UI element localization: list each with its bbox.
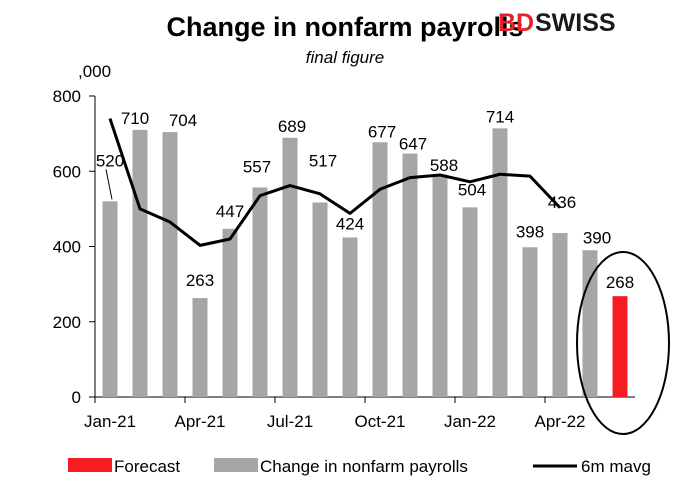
data-label: 517	[309, 151, 337, 170]
logo-swiss-text: SWISS	[535, 9, 616, 37]
data-label: 504	[458, 180, 486, 199]
forecast-highlight-circle	[576, 251, 670, 435]
data-label: 647	[399, 135, 427, 154]
y-tick-label: 400	[53, 238, 81, 257]
data-label: 710	[121, 109, 149, 128]
x-tick-label: Jul-21	[267, 412, 313, 431]
chart-subtitle: final figure	[306, 48, 384, 67]
legend: Forecast Change in nonfarm payrolls 6m mav…	[68, 457, 651, 476]
payroll-bar	[102, 201, 118, 397]
data-label-leader	[105, 169, 113, 200]
legend-label-mavg: 6m mavg	[581, 457, 651, 476]
bdswiss-logo: BD SWISS	[498, 9, 616, 37]
payroll-bar	[252, 187, 268, 397]
payroll-bar	[342, 237, 358, 397]
data-label: 436	[548, 193, 576, 212]
x-tick-label: Apr-21	[174, 412, 225, 431]
payroll-bar	[492, 128, 508, 398]
data-label: 714	[486, 107, 514, 126]
y-tick-label: 600	[53, 162, 81, 181]
payroll-bar	[372, 142, 388, 397]
payroll-bar	[222, 228, 238, 397]
payroll-bar	[552, 232, 568, 397]
data-label: 424	[336, 214, 364, 233]
x-tick-label: Oct-21	[354, 412, 405, 431]
y-tick-label: 0	[72, 388, 81, 407]
payroll-bar	[462, 207, 478, 397]
payroll-bar	[522, 247, 538, 397]
payroll-bar	[162, 132, 178, 397]
data-label: 677	[368, 122, 396, 141]
x-tick-label: Jan-22	[444, 412, 496, 431]
data-label: 689	[278, 117, 306, 136]
legend-swatch-forecast	[68, 458, 112, 472]
mavg-line	[108, 118, 562, 247]
payroll-bar	[312, 202, 328, 397]
legend-label-payrolls: Change in nonfarm payrolls	[260, 457, 468, 476]
y-tick-label: 200	[53, 313, 81, 332]
data-label: 447	[216, 202, 244, 221]
data-label: 398	[516, 222, 544, 241]
x-tick-label: Jan-21	[84, 412, 136, 431]
payroll-bar	[582, 250, 598, 397]
x-tick-label: Apr-22	[534, 412, 585, 431]
legend-swatch-payrolls	[214, 458, 258, 472]
data-label: 520	[96, 151, 124, 170]
logo-bd-text: BD	[498, 9, 534, 37]
data-label: 704	[169, 111, 197, 130]
data-label: 390	[583, 228, 611, 247]
data-label: 588	[430, 156, 458, 175]
payroll-bar	[132, 129, 148, 398]
data-label: 557	[243, 157, 271, 176]
forecast-bar	[612, 296, 628, 397]
payroll-bar	[402, 153, 418, 397]
payroll-bar	[432, 175, 448, 397]
payroll-bar	[192, 298, 208, 397]
data-label: 263	[186, 271, 214, 290]
legend-label-forecast: Forecast	[114, 457, 180, 476]
y-axis-unit-label: ,000	[78, 62, 111, 81]
payroll-bar	[282, 137, 298, 398]
chart-title: Change in nonfarm payrolls	[166, 12, 523, 42]
data-label: 268	[606, 273, 634, 292]
plot-area: 0 200 400 600 800 Jan-21 Apr-21 Jul-21 Oct-21 Jan…	[53, 87, 670, 435]
y-tick-label: 800	[53, 87, 81, 106]
